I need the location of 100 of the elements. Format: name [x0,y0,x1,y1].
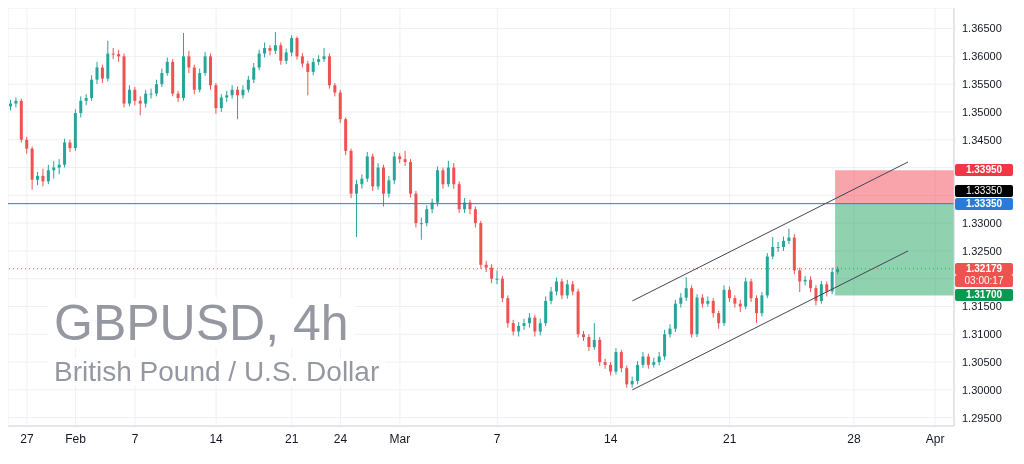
candlestick [365,151,369,183]
candlestick [663,329,667,361]
candlestick [544,295,548,327]
y-tick-label: 1.36500 [962,22,1002,35]
candlestick [176,90,180,103]
candlestick [79,95,83,118]
candlestick [452,162,456,190]
candlestick [63,138,67,169]
candlestick [749,278,753,303]
x-tick-label: 7 [493,431,501,446]
x-tick-label: 14 [209,431,224,446]
x-tick-label: Mar [389,431,411,446]
band-label: 1.33950 [955,164,1013,177]
candlestick [279,41,283,66]
y-tick-label: 1.31000 [962,328,1002,341]
candlestick [776,241,780,253]
candlestick [354,179,358,238]
candlestick [598,336,602,367]
candlestick [473,205,477,229]
candlestick [592,322,596,351]
candlestick [603,358,607,370]
candlestick [819,280,823,305]
text: British Pound / U.S. Dollar [48,356,386,387]
y-tick-label: 1.35000 [962,105,1002,118]
candlestick [684,276,688,302]
y-tick-label: 1.30500 [962,355,1002,368]
candlestick [425,204,429,227]
candlestick [214,82,218,115]
candlestick [295,35,299,61]
x-tick-label: 21 [285,431,299,446]
x-tick-label: Apr [925,431,945,446]
candlestick [100,64,104,84]
candlestick [625,364,629,389]
candlestick [257,49,261,71]
candlestick [306,60,310,96]
x-tick-label: 14 [604,431,618,446]
candlestick [127,84,131,107]
candlestick [560,278,564,300]
y-tick-label: 1.30000 [962,383,1002,396]
candlestick [495,269,499,285]
y-tick-label: 1.31500 [962,300,1002,313]
text: GBPUSD, 4h [48,295,355,351]
y-tick-label: 1.34500 [962,133,1002,146]
candlestick [565,279,569,300]
candlestick [95,61,99,85]
y-tick-label: 1.29500 [962,411,1002,424]
x-tick-label: Feb [65,431,87,446]
candlestick [160,68,164,88]
y-tick-label: 1.32500 [962,244,1002,257]
candlestick [533,314,537,338]
candlestick [273,31,277,55]
candlestick [14,96,18,108]
candlestick [252,62,256,84]
x-tick-label: 28 [847,431,861,446]
candlestick [392,151,396,185]
x-tick-label: 21 [722,431,737,446]
candlestick [787,228,791,245]
x-tick-label: 27 [20,431,34,446]
candlestick [138,95,142,116]
candlestick [403,150,407,167]
candlestick [387,175,391,199]
x-tick-label: 7 [131,431,139,446]
candlestick [522,318,526,331]
candlestick [268,44,272,56]
candlestick [187,50,191,74]
candlestick [771,236,775,260]
band-label: 1.31700 [955,289,1013,302]
candlestick [636,360,640,385]
y-tick-label: 1.36000 [962,50,1002,63]
candlestick [290,34,294,57]
ref-line-label: 1.33350 [955,197,1013,210]
candlestick [198,68,202,93]
candlestick [192,64,196,95]
text: 1.33350 [955,184,1013,197]
candlestick [441,167,445,190]
candlestick [133,86,137,106]
candlestick [619,349,623,373]
candlestick [760,291,764,317]
candlestick [376,162,380,191]
candlestick [419,217,423,241]
candlestick [830,267,834,295]
candlestick [733,294,737,309]
y-tick-label: 1.33000 [962,217,1002,230]
candlestick [711,297,715,319]
text: 03:00:17 [955,274,1013,287]
candlestick [149,88,153,100]
candlestick [614,347,618,375]
candlestick [203,51,207,77]
candlestick [754,294,758,324]
candlestick [322,47,326,63]
y-tick-label: 1.35500 [962,78,1002,91]
candlestick [165,56,169,77]
candlestick [446,160,450,188]
candlestick [90,74,94,102]
candlestick [46,164,50,185]
ref-line-label: 1.32179 [955,262,1013,275]
candlestick [111,47,115,60]
candlestick [500,275,504,303]
x-tick-label: 24 [333,431,348,446]
candlestick [641,351,645,369]
